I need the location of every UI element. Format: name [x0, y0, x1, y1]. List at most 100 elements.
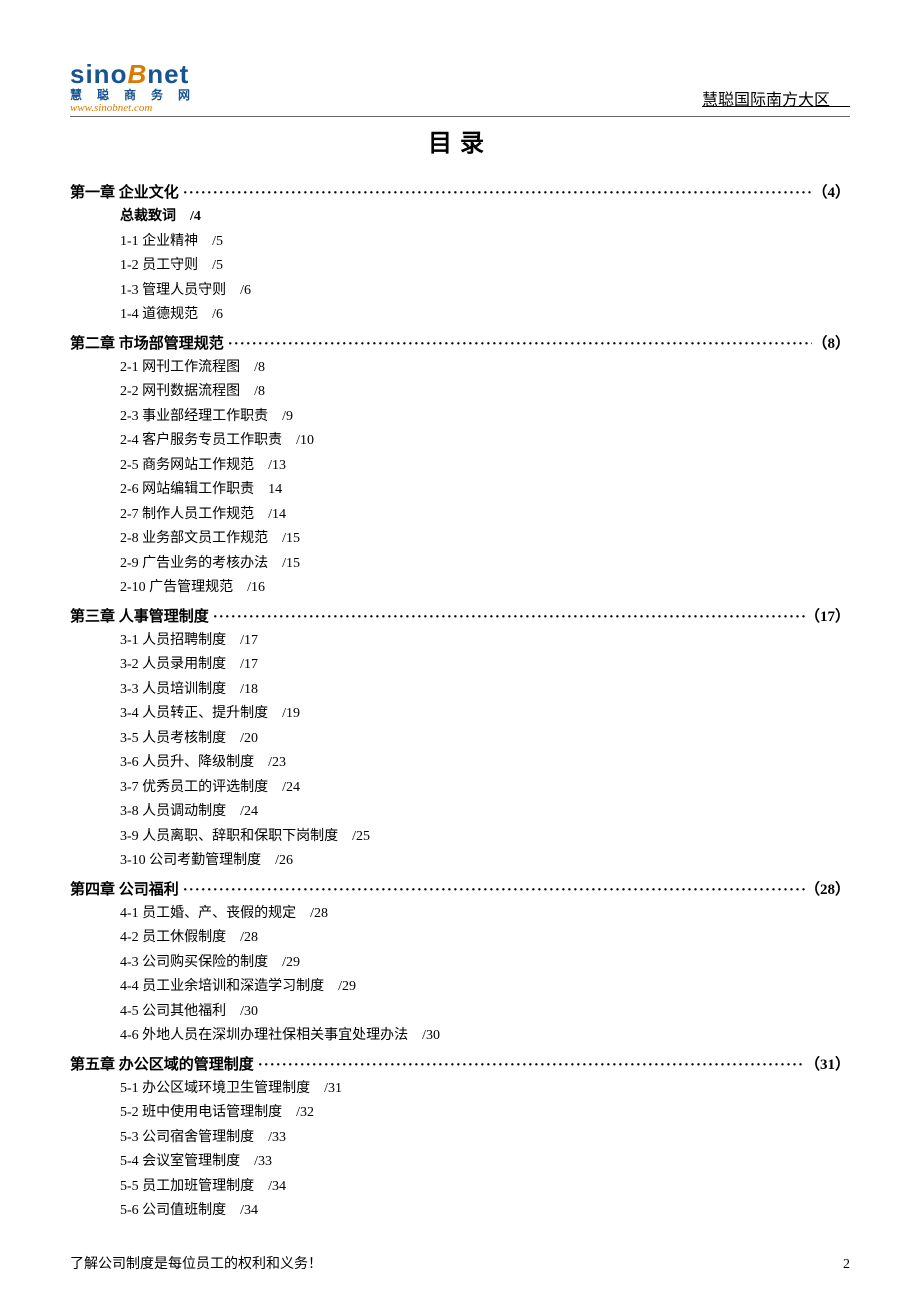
- toc-item-number: 4-1: [120, 906, 139, 921]
- chapter-items: 4-1 员工婚、产、丧假的规定 /284-2 员工休假制度 /284-3 公司购…: [120, 902, 850, 1049]
- toc-item-number: 3-4: [120, 706, 139, 721]
- chapter-page: （31）: [805, 1053, 850, 1077]
- toc-item: 2-6 网站编辑工作职责 14: [120, 478, 850, 503]
- toc-item-text: 公司购买保险的制度: [142, 955, 268, 970]
- toc-item-number: 5-5: [120, 1179, 139, 1194]
- toc-item-number: 4-5: [120, 1004, 139, 1019]
- toc-item-page: /24: [240, 804, 258, 819]
- chapter-page: （8）: [812, 332, 850, 356]
- chapter-row: 第四章 公司福利································…: [70, 878, 850, 902]
- toc-item-number: 2-2: [120, 384, 139, 399]
- toc-item-page: /30: [422, 1028, 440, 1043]
- chapter-row: 第一章 企业文化································…: [70, 181, 850, 205]
- toc-item: 5-2 班中使用电话管理制度 /32: [120, 1101, 850, 1126]
- toc-item-page: /4: [190, 209, 201, 224]
- toc-item-number: 5-3: [120, 1130, 139, 1145]
- toc-item-page: /28: [310, 906, 328, 921]
- toc-item: 1-1 企业精神 /5: [120, 230, 850, 255]
- toc-item-page: /15: [282, 531, 300, 546]
- toc-item-page: /29: [282, 955, 300, 970]
- dot-leader: ········································…: [254, 1053, 805, 1077]
- toc-item-text: 网刊数据流程图: [142, 384, 240, 399]
- toc-item: 3-10 公司考勤管理制度 /26: [120, 849, 850, 874]
- chapter-items: 3-1 人员招聘制度 /173-2 人员录用制度 /173-3 人员培训制度 /…: [120, 629, 850, 874]
- chapter-row: 第三章 人事管理制度······························…: [70, 605, 850, 629]
- toc-item-page: /10: [296, 433, 314, 448]
- toc-item-number: 1-1: [120, 234, 139, 249]
- toc-item-page: /6: [240, 283, 251, 298]
- toc-item: 3-6 人员升、降级制度 /23: [120, 751, 850, 776]
- page-number: 2: [843, 1254, 850, 1276]
- toc-item: 3-9 人员离职、辞职和保职下岗制度 /25: [120, 825, 850, 850]
- toc-item: 2-4 客户服务专员工作职责 /10: [120, 429, 850, 454]
- toc-item: 5-3 公司宿舍管理制度 /33: [120, 1126, 850, 1151]
- toc-item-text: 人员录用制度: [142, 657, 226, 672]
- toc-item-number: 5-4: [120, 1154, 139, 1169]
- toc-item-number: 2-6: [120, 482, 139, 497]
- toc-item-number: 2-9: [120, 556, 139, 571]
- toc-item: 2-5 商务网站工作规范 /13: [120, 454, 850, 479]
- toc-item-page: /9: [282, 409, 293, 424]
- toc-item-page: /5: [212, 234, 223, 249]
- toc-item-text: 商务网站工作规范: [142, 458, 254, 473]
- toc-item: 4-4 员工业余培训和深造学习制度 /29: [120, 975, 850, 1000]
- chapter-items: 总裁致词 /41-1 企业精神 /51-2 员工守则 /51-3 管理人员守则 …: [120, 205, 850, 328]
- toc-item-number: 4-6: [120, 1028, 139, 1043]
- toc-item: 5-1 办公区域环境卫生管理制度 /31: [120, 1077, 850, 1102]
- toc-item: 总裁致词 /4: [120, 205, 850, 230]
- toc-item-page: /23: [268, 755, 286, 770]
- toc-item-number: 2-7: [120, 507, 139, 522]
- toc-item-text: 公司宿舍管理制度: [142, 1130, 254, 1145]
- toc-item-text: 事业部经理工作职责: [142, 409, 268, 424]
- toc-item-text: 管理人员守则: [142, 283, 226, 298]
- chapter-label: 第一章 企业文化: [70, 181, 179, 205]
- dot-leader: ········································…: [224, 332, 813, 356]
- toc-item-number: 3-3: [120, 682, 139, 697]
- logo: sinoBnet 慧 聪 商 务 网 www.sinobnet.com: [70, 60, 196, 114]
- chapter-page: （17）: [805, 605, 850, 629]
- dot-leader: ········································…: [209, 605, 805, 629]
- toc-item-page: /18: [240, 682, 258, 697]
- header-org: 慧聪国际南方大区: [702, 88, 850, 114]
- toc-item: 5-6 公司值班制度 /34: [120, 1199, 850, 1224]
- toc-item-text: 办公区域环境卫生管理制度: [142, 1081, 310, 1096]
- chapter-label: 第五章 办公区域的管理制度: [70, 1053, 254, 1077]
- toc-item-text: 会议室管理制度: [142, 1154, 240, 1169]
- toc-item-text: 员工业余培训和深造学习制度: [142, 979, 324, 994]
- toc-item-text: 人员升、降级制度: [142, 755, 254, 770]
- toc-item-text: 人员离职、辞职和保职下岗制度: [142, 829, 338, 844]
- toc-item: 2-10 广告管理规范 /16: [120, 576, 850, 601]
- toc-item-page: /17: [240, 633, 258, 648]
- toc-item: 2-7 制作人员工作规范 /14: [120, 503, 850, 528]
- toc-item-page: /32: [296, 1105, 314, 1120]
- toc-item-page: /15: [282, 556, 300, 571]
- toc-item-page: /34: [268, 1179, 286, 1194]
- toc-item-text: 员工加班管理制度: [142, 1179, 254, 1194]
- toc-item-text: 道德规范: [142, 307, 198, 322]
- toc-item-page: /8: [254, 384, 265, 399]
- toc-item-text: 人员考核制度: [142, 731, 226, 746]
- toc-item-text: 网刊工作流程图: [142, 360, 240, 375]
- toc-item-page: /34: [240, 1203, 258, 1218]
- toc-item: 4-5 公司其他福利 /30: [120, 1000, 850, 1025]
- chapter-page: （4）: [812, 181, 850, 205]
- chapter-items: 2-1 网刊工作流程图 /82-2 网刊数据流程图 /82-3 事业部经理工作职…: [120, 356, 850, 601]
- toc-item-page: /29: [338, 979, 356, 994]
- toc-item-number: 4-2: [120, 930, 139, 945]
- toc-item-page: /33: [254, 1154, 272, 1169]
- toc-item-page: /26: [275, 853, 293, 868]
- toc-item-text: 网站编辑工作职责: [142, 482, 254, 497]
- toc-item-text: 外地人员在深圳办理社保相关事宜处理办法: [142, 1028, 408, 1043]
- toc-item-text: 班中使用电话管理制度: [142, 1105, 282, 1120]
- toc-item: 3-7 优秀员工的评选制度 /24: [120, 776, 850, 801]
- toc-item: 3-5 人员考核制度 /20: [120, 727, 850, 752]
- toc-item-page: /13: [268, 458, 286, 473]
- chapter-row: 第五章 办公区域的管理制度···························…: [70, 1053, 850, 1077]
- toc-item-number: 3-8: [120, 804, 139, 819]
- toc-item: 2-3 事业部经理工作职责 /9: [120, 405, 850, 430]
- toc-item-number: 3-1: [120, 633, 139, 648]
- toc-item: 2-9 广告业务的考核办法 /15: [120, 552, 850, 577]
- toc-item: 3-2 人员录用制度 /17: [120, 653, 850, 678]
- logo-prefix: sino: [70, 59, 127, 89]
- toc-item-number: 2-8: [120, 531, 139, 546]
